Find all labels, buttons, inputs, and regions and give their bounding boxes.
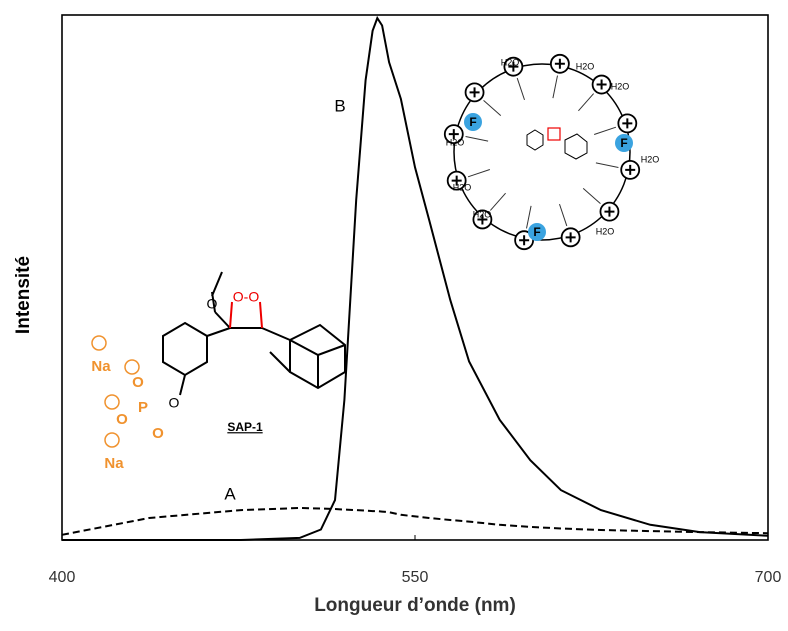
fluorophore-label: F xyxy=(620,136,627,150)
charge-plus xyxy=(104,432,120,448)
benzene-ring xyxy=(162,321,208,377)
fluorophore-label: F xyxy=(533,225,540,239)
plus-sign xyxy=(554,58,565,69)
sap1-label: SAP-1 xyxy=(227,420,263,434)
surfactant-tail xyxy=(489,192,506,211)
micelle-shell xyxy=(453,63,631,241)
methoxy-o: O xyxy=(207,296,218,312)
plus-sign xyxy=(625,164,636,175)
charge-plus xyxy=(91,335,107,351)
surfactant-tail xyxy=(516,77,525,101)
plus-sign xyxy=(477,214,488,225)
peroxide-label: O-O xyxy=(233,289,260,305)
phenol-o: O xyxy=(169,395,180,411)
sodium: Na xyxy=(104,455,124,472)
surfactant-tail xyxy=(595,162,619,168)
fluorophore-dot xyxy=(528,223,546,241)
dioxetane-ring xyxy=(229,301,263,329)
plot-frame xyxy=(61,14,769,541)
phosphate-o: O xyxy=(152,425,164,442)
bonds xyxy=(179,291,291,396)
water-label: H2O xyxy=(596,226,615,236)
plus-sign xyxy=(448,129,459,140)
fluorophore-dot xyxy=(464,113,482,131)
x-tick-label: 550 xyxy=(402,569,429,586)
fluorophore-dot xyxy=(615,134,633,152)
sodium: Na xyxy=(91,358,111,375)
water-label: H2O xyxy=(473,209,492,219)
series-label: A xyxy=(224,484,236,503)
surfactant-tail xyxy=(467,169,491,178)
surfactant-tail xyxy=(559,203,568,227)
phosphate-o: O xyxy=(132,374,144,391)
adamantane xyxy=(269,323,346,390)
plus-sign xyxy=(469,87,480,98)
plus-sign xyxy=(596,79,607,90)
x-axis-label: Longueur d’onde (nm) xyxy=(314,595,516,616)
plus-sign xyxy=(622,118,633,129)
core-ring xyxy=(526,129,544,151)
plus-sign xyxy=(519,235,530,246)
surfactant-tail xyxy=(593,126,617,135)
water-label: H2O xyxy=(611,81,630,91)
series-line xyxy=(62,15,769,541)
water-label: H2O xyxy=(446,137,465,147)
phosphorus: P xyxy=(138,399,148,416)
water-label: H2O xyxy=(501,57,520,67)
water-label: H2O xyxy=(641,154,660,164)
x-tick-label: 700 xyxy=(755,569,782,586)
surfactant-tail xyxy=(578,93,595,112)
surfactant-tail xyxy=(465,136,489,142)
charge-minus xyxy=(124,359,140,375)
series-label: B xyxy=(334,96,345,115)
surfactant-tail xyxy=(526,205,532,229)
surfactant-tail xyxy=(552,75,558,99)
plus-sign xyxy=(565,232,576,243)
water-label: H2O xyxy=(576,61,595,71)
plus-sign xyxy=(451,175,462,186)
charge-minus xyxy=(104,394,120,410)
x-tick-label: 400 xyxy=(49,569,76,586)
water-label: H2O xyxy=(453,182,472,192)
surfactant-tail xyxy=(582,188,601,205)
surfactant-tail xyxy=(483,99,502,116)
plus-sign xyxy=(508,61,519,72)
series-line xyxy=(61,506,769,536)
y-axis-label: Intensité xyxy=(13,256,34,334)
micelle xyxy=(453,63,631,241)
core-adamantane xyxy=(564,133,588,160)
phosphate-o: O xyxy=(116,411,128,428)
fluorophore-label: F xyxy=(469,115,476,129)
sap1-structure xyxy=(162,291,346,396)
methyl-bond xyxy=(211,271,223,297)
plus-sign xyxy=(604,206,615,217)
core-dioxetane xyxy=(547,127,561,141)
